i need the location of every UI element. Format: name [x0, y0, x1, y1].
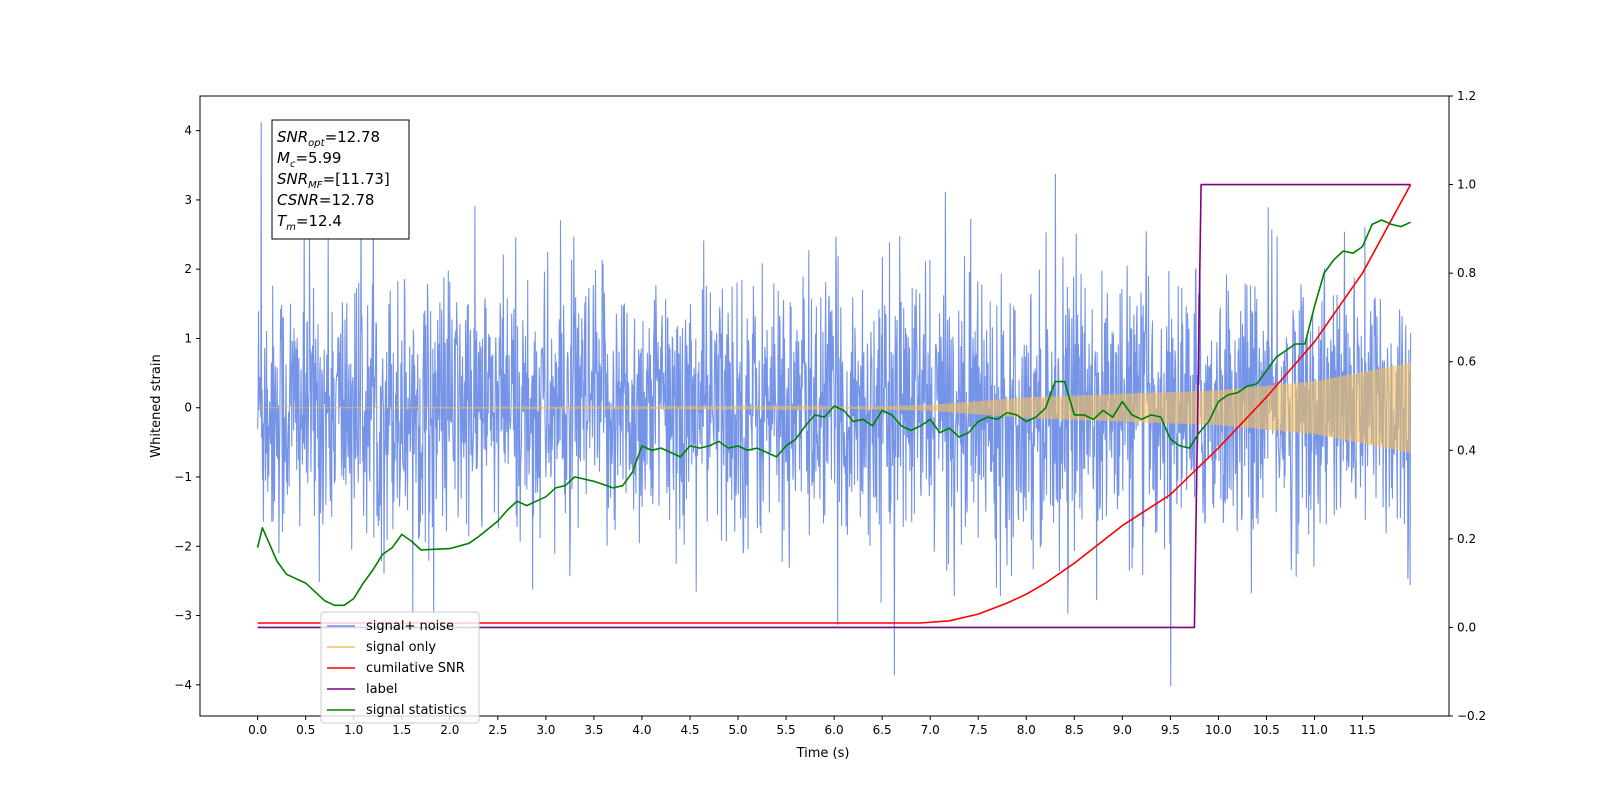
x-tick-label: 11.5 — [1349, 723, 1376, 737]
y-left-tick-label: 1 — [184, 331, 192, 345]
x-tick-label: 3.0 — [536, 723, 555, 737]
left-y-axis-ticks: −4 −3 −2 −1 0 1 2 3 4 — [174, 124, 200, 692]
x-tick-label: 8.0 — [1017, 723, 1036, 737]
annotation-line: Tm=12.4 — [277, 212, 342, 233]
x-tick-label: 1.0 — [344, 723, 363, 737]
legend: signal+ noise signal only cumilative SNR la… — [320, 611, 480, 724]
legend-label: signal+ noise — [366, 619, 454, 634]
annotation-box: SNRopt=12.78Mc=5.99SNRMF=[11.73]CSNR=12.… — [271, 119, 410, 240]
y-right-tick-label: 0.6 — [1457, 355, 1476, 369]
annotation-line: CSNR=12.78 — [277, 191, 374, 209]
y-left-tick-label: 0 — [184, 401, 192, 415]
x-tick-label: 4.5 — [680, 723, 699, 737]
y-right-tick-label: 1.2 — [1457, 89, 1476, 103]
x-tick-label: 4.0 — [632, 723, 651, 737]
y-right-tick-label: 0.4 — [1457, 443, 1476, 457]
x-tick-label: 9.5 — [1161, 723, 1180, 737]
x-tick-label: 0.0 — [248, 723, 267, 737]
y-left-tick-label: 3 — [184, 193, 192, 207]
y-right-tick-label: −0.2 — [1457, 709, 1486, 723]
series-label-line — [257, 183, 1411, 629]
x-axis-ticks: 0.0 0.5 1.0 1.5 2.0 2.5 3.0 3.5 4.0 4.5 5.0 5.5 6.0 6… — [248, 716, 1376, 737]
plot-frame — [199, 95, 1450, 717]
x-tick-label: 7.5 — [969, 723, 988, 737]
right-y-axis-ticks: −0.2 0.0 0.2 0.4 0.6 0.8 1.0 1.2 — [1449, 89, 1486, 723]
y-right-tick-label: 0.2 — [1457, 532, 1476, 546]
y-left-tick-label: 2 — [184, 262, 192, 276]
y-left-tick-label: −2 — [174, 539, 192, 553]
legend-label: signal statistics — [366, 703, 467, 718]
x-axis-label: Time (s) — [796, 746, 850, 761]
y-left-tick-label: −1 — [174, 470, 192, 484]
y-left-tick-label: −3 — [174, 609, 192, 623]
legend-label: cumilative SNR — [366, 661, 465, 676]
x-tick-label: 10.0 — [1205, 723, 1232, 737]
x-tick-label: 6.5 — [873, 723, 892, 737]
series-signal-statistics-line — [256, 219, 1411, 607]
annotation-line: SNRMF=[11.73] — [277, 170, 390, 191]
x-tick-label: 11.0 — [1301, 723, 1328, 737]
x-tick-label: 2.0 — [440, 723, 459, 737]
x-tick-label: 2.5 — [488, 723, 507, 737]
x-tick-label: 3.5 — [584, 723, 603, 737]
x-tick-label: 0.5 — [296, 723, 315, 737]
x-tick-label: 9.0 — [1113, 723, 1132, 737]
x-tick-label: 8.5 — [1065, 723, 1084, 737]
x-tick-label: 10.5 — [1253, 723, 1280, 737]
x-tick-label: 5.0 — [728, 723, 747, 737]
x-tick-label: 6.0 — [825, 723, 844, 737]
annotation-line: SNRopt=12.78 — [277, 128, 380, 149]
annotation-line: Mc=5.99 — [277, 149, 341, 170]
legend-label: label — [366, 682, 397, 697]
y-left-tick-label: −4 — [174, 678, 192, 692]
y-axis-label: Whitened strain — [149, 354, 164, 457]
x-tick-label: 5.5 — [777, 723, 796, 737]
y-right-tick-label: 0.8 — [1457, 266, 1476, 280]
x-tick-label: 1.5 — [392, 723, 411, 737]
y-right-tick-label: 0.0 — [1457, 620, 1476, 634]
legend-label: signal only — [366, 640, 436, 655]
y-right-tick-label: 1.0 — [1457, 178, 1476, 192]
x-tick-label: 7.0 — [921, 723, 940, 737]
y-left-tick-label: 4 — [184, 124, 192, 138]
series-cumilative-snr-line — [257, 184, 1412, 624]
